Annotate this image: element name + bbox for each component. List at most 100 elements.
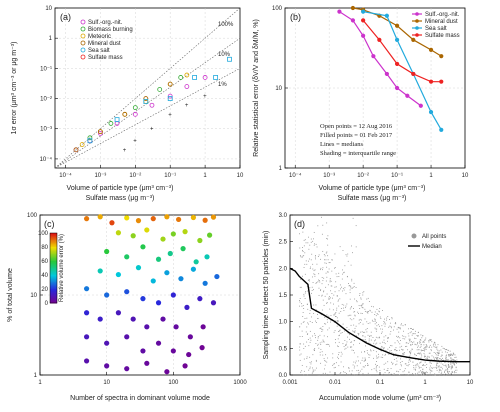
panel-d-point [389, 372, 390, 373]
panel-b-point [361, 9, 366, 14]
panel-d-point [370, 339, 372, 341]
panel-d-point [349, 285, 351, 287]
panel-c-point [140, 244, 146, 250]
panel-d-ytick-label: 0.5 [279, 346, 288, 352]
panel-d-point [314, 369, 316, 371]
panel-d-point [321, 330, 323, 332]
panel-b-note-2: Filled points = 01 Feb 2017 [320, 132, 393, 139]
panel-d-point [391, 317, 393, 318]
panel-d-point [366, 331, 368, 333]
panel-d-point [320, 289, 322, 291]
panel-d-point [353, 344, 355, 346]
panel-d-point [394, 349, 395, 351]
panel-d-point [306, 334, 308, 335]
panel-c-point [164, 270, 170, 276]
panel-d-point [390, 375, 392, 376]
panel-d-point [417, 364, 419, 366]
panel-d-point [412, 329, 413, 330]
panel-d-point [310, 292, 312, 294]
panel-d-point [317, 318, 319, 319]
panel-d-median-line [289, 267, 470, 363]
panel-c-colorbar-swatch [50, 248, 57, 251]
panel-d-point [313, 289, 314, 291]
panel-d-point [314, 255, 316, 256]
panel-d-point [395, 357, 397, 359]
panel-c-colorbar-swatch [50, 245, 57, 248]
panel-d-point [340, 361, 342, 363]
panel-c-point [155, 256, 162, 262]
panel-d-point [309, 287, 311, 289]
panel-d-point [425, 348, 427, 350]
panel-d-point [361, 331, 363, 333]
panel-d-point [321, 309, 323, 311]
panel-d-point [311, 372, 313, 374]
panel-d-point [367, 364, 369, 366]
panel-d-point [393, 326, 395, 328]
panel-d-point [325, 323, 327, 325]
panel-c-xtick-label: 1000 [233, 380, 247, 386]
panel-d-point [362, 323, 364, 325]
panel-d-point [367, 297, 369, 299]
panel-d-point [333, 294, 335, 296]
panel-c-colorbar-swatch [50, 279, 57, 282]
panel-d-point [308, 323, 309, 325]
panel-c-point [140, 348, 146, 354]
panel-d-point [398, 375, 399, 376]
panel-d-point [362, 338, 364, 340]
panel-d-point [300, 323, 302, 325]
panel-c-point [207, 232, 213, 238]
panel-d-point [447, 364, 449, 366]
panel-d-point [381, 331, 383, 333]
panel-d-point [385, 362, 387, 364]
panel-d-point [409, 359, 411, 360]
panel-d-point [355, 325, 357, 327]
panel-d-point [423, 341, 425, 343]
panel-d-point [359, 293, 361, 294]
panel-b-lines [337, 5, 444, 132]
panel-c-colorbar-swatch [50, 286, 57, 289]
panel-d-point [429, 367, 431, 369]
panel-d-point [391, 361, 392, 363]
panel-d-point [363, 360, 365, 362]
panel-d-point [314, 275, 316, 277]
panel-d-point [376, 375, 378, 376]
panel-d-point [353, 361, 355, 363]
panel-d-point [361, 307, 363, 308]
panel-d-point [414, 330, 416, 332]
panel-d-point [447, 371, 449, 373]
panel-d-point [340, 372, 342, 374]
panel-c-point [187, 334, 193, 340]
panel-d-point [315, 359, 317, 361]
panel-c-point [170, 231, 176, 237]
panel-d-point [435, 347, 437, 349]
panel-d-point [302, 305, 304, 306]
panel-d-point [356, 375, 358, 376]
panel-d-point [338, 276, 340, 277]
panel-d-point [304, 252, 306, 254]
panel-d-point [371, 369, 373, 371]
panel-d-point [348, 368, 350, 370]
panel-d-point [328, 295, 330, 297]
panel-d-point [325, 343, 327, 345]
panel-d-point [347, 260, 349, 262]
panel-d-point [448, 364, 450, 366]
panel-d-point [327, 284, 329, 286]
panel-d-point [426, 372, 428, 374]
panel-c-points [83, 214, 220, 375]
panel-d-label: (d) [294, 219, 305, 229]
panel-d-point [431, 375, 433, 376]
panel-d-point [389, 346, 391, 348]
panel-d-point [362, 335, 364, 337]
panel-d-point [420, 345, 422, 347]
panel-d-point [341, 353, 343, 355]
panel-d-point [378, 366, 380, 368]
panel-d-point [438, 371, 440, 373]
panel-d-point [385, 375, 387, 376]
panel-d-point [419, 362, 421, 364]
panel-d-point [362, 292, 364, 294]
panel-d-point [418, 349, 420, 351]
panel-d-point [326, 361, 328, 363]
panel-d-point [454, 372, 455, 374]
panel-c-colorbar-swatch [50, 290, 57, 293]
